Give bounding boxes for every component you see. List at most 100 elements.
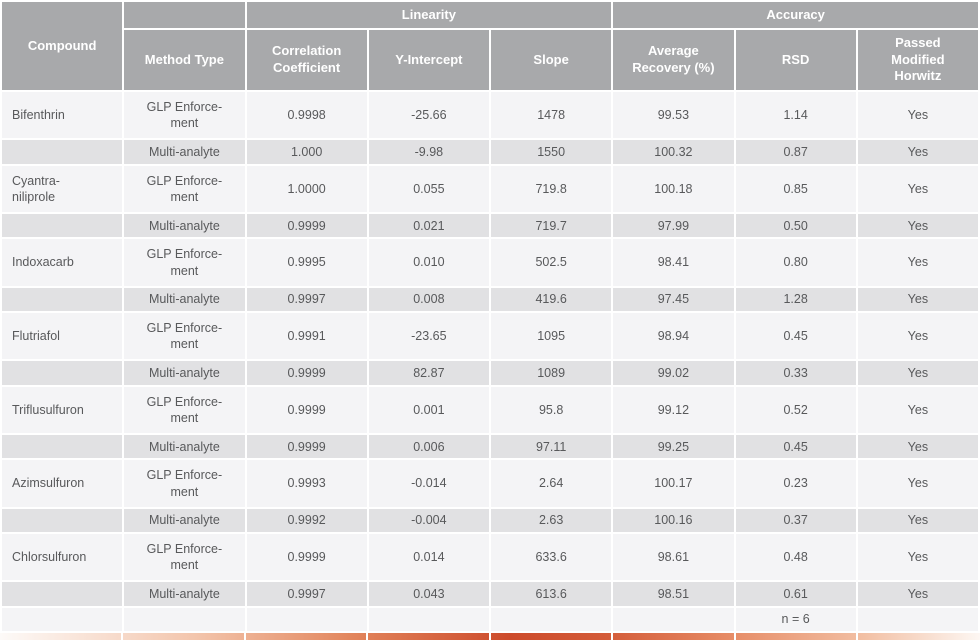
y-intercept-cell: 0.055 <box>368 165 489 213</box>
header-compound: Compound <box>2 2 123 90</box>
slope-cell: 502.5 <box>491 239 612 286</box>
footer-row: n = 6 <box>2 607 978 631</box>
passed-cell: Yes <box>857 534 978 581</box>
rsd-cell: 0.61 <box>735 582 856 606</box>
recovery-cell: 98.51 <box>613 582 734 606</box>
header-slope: Slope <box>491 30 612 90</box>
passed-cell: Yes <box>857 287 978 312</box>
rsd-cell: 0.85 <box>735 165 856 213</box>
table-row: Multi-analyte 0.9999 0.021 719.7 97.99 0… <box>2 214 978 238</box>
header-group-accuracy: Accuracy <box>613 2 978 28</box>
y-intercept-cell: 0.010 <box>368 239 489 286</box>
y-intercept-cell: 0.001 <box>368 386 489 434</box>
rsd-cell: 0.48 <box>735 534 856 581</box>
method-type-cell: GLP Enforce- ment <box>124 386 245 434</box>
y-intercept-cell: 0.008 <box>368 287 489 312</box>
passed-cell: Yes <box>857 508 978 533</box>
header-y-intercept: Y-Intercept <box>368 30 489 90</box>
correlation-coefficient-cell: 0.9999 <box>246 435 367 459</box>
compound-cell <box>2 214 123 238</box>
rsd-cell: 1.14 <box>735 92 856 139</box>
slope-cell: 719.7 <box>491 214 612 238</box>
column-divider <box>734 633 736 640</box>
table-row: Indoxacarb GLP Enforce- ment 0.9995 0.01… <box>2 239 978 286</box>
recovery-cell: 97.99 <box>613 214 734 238</box>
y-intercept-cell: -9.98 <box>368 140 489 164</box>
correlation-coefficient-cell: 0.9999 <box>246 534 367 581</box>
table-row: Multi-analyte 0.9997 0.043 613.6 98.51 0… <box>2 582 978 606</box>
method-type-cell: Multi-analyte <box>124 582 245 606</box>
column-divider <box>856 633 858 640</box>
correlation-coefficient-cell: 0.9999 <box>246 214 367 238</box>
passed-cell: Yes <box>857 313 978 360</box>
slope-cell: 613.6 <box>491 582 612 606</box>
correlation-coefficient-cell: 0.9992 <box>246 508 367 533</box>
compound-cell: Azimsulfuron <box>2 460 123 507</box>
header-average-recovery: Average Recovery (%) <box>613 30 734 90</box>
method-type-cell: Multi-analyte <box>124 508 245 533</box>
method-type-cell: GLP Enforce- ment <box>124 92 245 139</box>
compound-cell: Flutriafol <box>2 313 123 360</box>
header-group-row: Compound Linearity Accuracy <box>2 2 978 90</box>
table-row: Flutriafol GLP Enforce- ment 0.9991 -23.… <box>2 313 978 360</box>
table-row: Bifenthrin GLP Enforce- ment 0.9998 -25.… <box>2 92 978 139</box>
slope-cell: 719.8 <box>491 165 612 213</box>
recovery-cell: 99.25 <box>613 435 734 459</box>
rsd-cell: 1.28 <box>735 287 856 312</box>
rsd-cell: 0.45 <box>735 435 856 459</box>
compound-cell <box>2 435 123 459</box>
correlation-coefficient-cell: 0.9999 <box>246 386 367 434</box>
gradient-accent-bar <box>0 633 980 640</box>
y-intercept-cell: -0.004 <box>368 508 489 533</box>
slope-cell: 2.64 <box>491 460 612 507</box>
passed-cell: Yes <box>857 92 978 139</box>
table-row: Multi-analyte 1.000 -9.98 1550 100.32 0.… <box>2 140 978 164</box>
column-divider <box>489 633 491 640</box>
footer-empty-cell <box>368 607 489 631</box>
compound-cell: Chlorsulfuron <box>2 534 123 581</box>
method-type-cell: Multi-analyte <box>124 214 245 238</box>
rsd-cell: 0.45 <box>735 313 856 360</box>
recovery-cell: 99.02 <box>613 361 734 385</box>
table-row: Multi-analyte 0.9992 -0.004 2.63 100.16 … <box>2 508 978 533</box>
correlation-coefficient-cell: 0.9997 <box>246 287 367 312</box>
header-columns-row: Method Type Correlation Coefficient Y-In… <box>2 30 978 90</box>
recovery-cell: 98.94 <box>613 313 734 360</box>
recovery-cell: 100.32 <box>613 140 734 164</box>
slope-cell: 95.8 <box>491 386 612 434</box>
correlation-coefficient-cell: 1.0000 <box>246 165 367 213</box>
y-intercept-cell: -0.014 <box>368 460 489 507</box>
passed-cell: Yes <box>857 582 978 606</box>
method-type-cell: GLP Enforce- ment <box>124 460 245 507</box>
table-row: Cyantra- niliprole GLP Enforce- ment 1.0… <box>2 165 978 213</box>
correlation-coefficient-cell: 0.9999 <box>246 361 367 385</box>
compound-cell <box>2 361 123 385</box>
table-row: Multi-analyte 0.9999 0.006 97.11 99.25 0… <box>2 435 978 459</box>
rsd-cell: 0.52 <box>735 386 856 434</box>
passed-cell: Yes <box>857 361 978 385</box>
y-intercept-cell: 82.87 <box>368 361 489 385</box>
compound-cell <box>2 508 123 533</box>
footer-empty-cell <box>613 607 734 631</box>
y-intercept-cell: -23.65 <box>368 313 489 360</box>
header-rsd: RSD <box>735 30 856 90</box>
method-type-cell: Multi-analyte <box>124 361 245 385</box>
slope-cell: 1550 <box>491 140 612 164</box>
compound-cell: Indoxacarb <box>2 239 123 286</box>
rsd-cell: 0.80 <box>735 239 856 286</box>
rsd-cell: 0.50 <box>735 214 856 238</box>
passed-cell: Yes <box>857 214 978 238</box>
correlation-coefficient-cell: 0.9997 <box>246 582 367 606</box>
correlation-coefficient-cell: 0.9995 <box>246 239 367 286</box>
method-type-cell: Multi-analyte <box>124 435 245 459</box>
rsd-cell: 0.37 <box>735 508 856 533</box>
passed-cell: Yes <box>857 140 978 164</box>
recovery-cell: 100.17 <box>613 460 734 507</box>
method-type-cell: GLP Enforce- ment <box>124 239 245 286</box>
footer-empty-cell <box>124 607 245 631</box>
correlation-coefficient-cell: 1.000 <box>246 140 367 164</box>
column-divider <box>244 633 246 640</box>
rsd-cell: 0.23 <box>735 460 856 507</box>
